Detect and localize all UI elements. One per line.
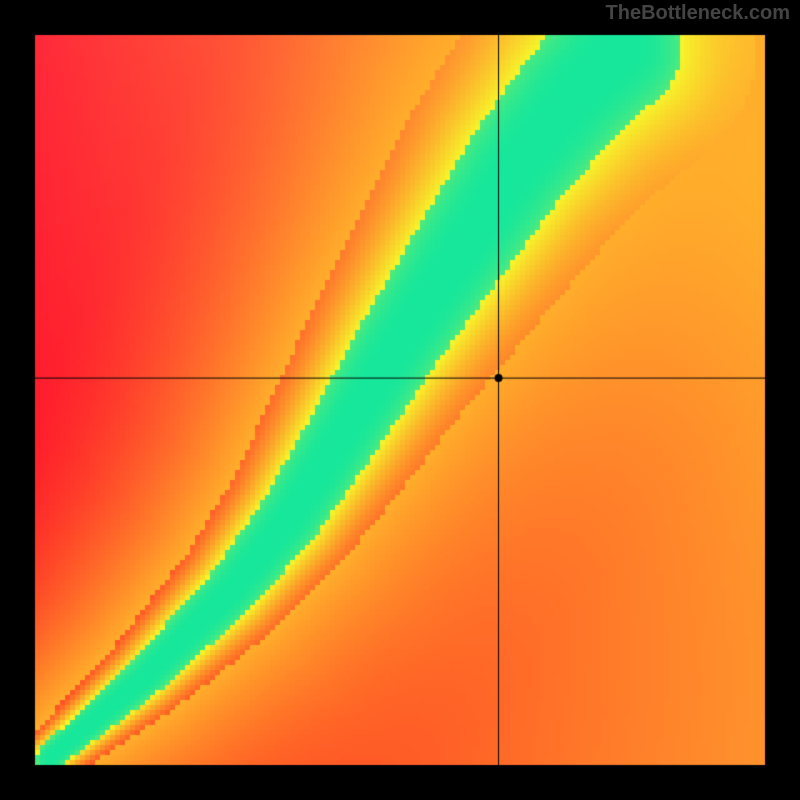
watermark-text: TheBottleneck.com [606, 2, 790, 25]
chart-container: TheBottleneck.com [0, 0, 800, 800]
heatmap-canvas [0, 0, 800, 800]
